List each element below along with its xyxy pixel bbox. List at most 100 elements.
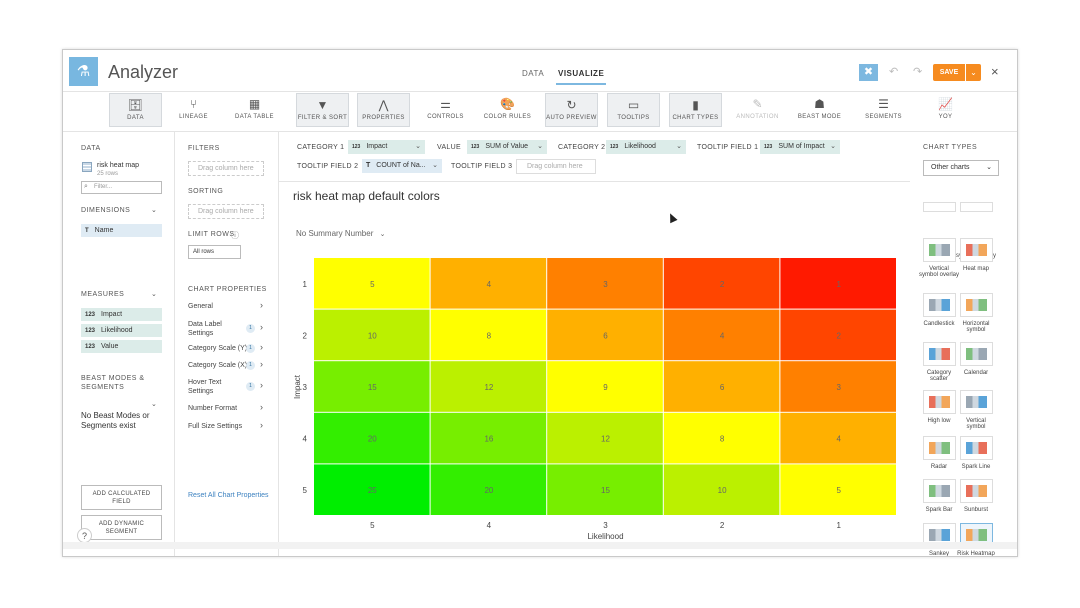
toolbar-data-table[interactable]: ▦ DATA TABLE: [228, 93, 281, 127]
filters-drop-zone[interactable]: Drag column here: [188, 161, 264, 176]
app-title: Analyzer: [108, 62, 179, 82]
dataset-name[interactable]: risk heat map: [97, 162, 140, 169]
tab-data[interactable]: DATA: [522, 69, 545, 78]
close-icon[interactable]: ×: [991, 64, 999, 79]
chevron-right-icon[interactable]: ›: [260, 300, 263, 310]
toolbar-tooltips[interactable]: ▭ TOOLTIPS: [607, 93, 660, 127]
chart-property-label-line2: Settings: [188, 330, 214, 337]
save-options-chevron-down-icon[interactable]: ⌄: [966, 64, 981, 81]
chevron-right-icon[interactable]: ›: [260, 420, 263, 430]
limit-rows-select[interactable]: All rows: [188, 245, 241, 259]
heatmap-cell: [780, 361, 896, 412]
toolbar-color-rules[interactable]: 🎨 COLOR RULES: [481, 93, 534, 127]
undo-icon[interactable]: ↶: [889, 66, 899, 78]
high-low-icon[interactable]: [923, 390, 956, 414]
horizontal-scrollbar[interactable]: [63, 542, 1017, 549]
spark-bar-icon[interactable]: [923, 479, 956, 503]
add-dynamic-segment-button[interactable]: ADD DYNAMIC SEGMENT: [81, 515, 162, 540]
chevron-down-icon[interactable]: ⌄: [151, 401, 157, 408]
toolbar-segments[interactable]: ☰ SEGMENTS: [857, 93, 910, 127]
chevron-down-icon[interactable]: ⌄: [676, 143, 682, 150]
number-type-icon: 123: [764, 144, 773, 150]
toolbar-controls[interactable]: ⚌ CONTROLS: [419, 93, 472, 127]
info-icon[interactable]: ⓘ: [231, 231, 239, 240]
chart-property-row[interactable]: Hover Text Settings: [188, 378, 221, 396]
add-calculated-field-button[interactable]: ADD CALCULATED FIELD: [81, 485, 162, 510]
tooltip-field1-label: TOOLTIP FIELD 1: [697, 144, 759, 151]
category2-field[interactable]: 123 Likelihood ⌄: [606, 140, 686, 154]
chart-property-row[interactable]: General: [188, 302, 213, 311]
toolbar-yoy[interactable]: 📈 YOY: [919, 93, 972, 127]
dimension-label: Name: [94, 227, 114, 234]
category-scatter-icon[interactable]: [923, 342, 956, 366]
chart-property-label-line2: Settings: [188, 388, 214, 395]
heatmap-cell-label: 6: [720, 383, 725, 392]
chart-property-row[interactable]: Number Format: [188, 404, 237, 413]
field-filter-input[interactable]: ⌕ Filter...: [81, 181, 162, 194]
value-field[interactable]: 123 SUM of Value ⌄: [467, 140, 547, 154]
chart-family-select[interactable]: Other charts ⌄: [923, 160, 999, 176]
radar-icon[interactable]: [923, 436, 956, 460]
chart-property-row[interactable]: Category Scale (Y): [188, 344, 247, 353]
chart-property-row[interactable]: Category Scale (X): [188, 361, 247, 370]
dataset-rows: 25 rows: [97, 171, 119, 177]
toolbar-chart-types[interactable]: ▮ CHART TYPES: [669, 93, 722, 127]
chart-property-row[interactable]: Data Label Settings: [188, 320, 222, 338]
toolbar-beast-mode[interactable]: ☗ BEAST MODE: [793, 93, 846, 127]
chevron-down-icon[interactable]: ⌄: [432, 162, 438, 169]
summary-number-dropdown[interactable]: No Summary Number ⌄: [296, 229, 385, 238]
word-cloud-icon[interactable]: [923, 202, 956, 212]
help-icon[interactable]: ?: [77, 528, 92, 543]
heatmap-cell: [780, 309, 896, 361]
toolbar-data[interactable]: 🗄 DATA: [109, 93, 162, 127]
chevron-down-icon[interactable]: ⌄: [151, 291, 157, 298]
toolbar-properties[interactable]: ⋀ PROPERTIES: [357, 93, 410, 127]
chevron-down-icon[interactable]: ⌄: [151, 207, 157, 214]
heatmap-cell-label: 4: [720, 331, 725, 340]
field-filter-placeholder: Filter...: [94, 184, 113, 190]
candlestick-icon[interactable]: [923, 293, 956, 317]
filters-heading: FILTERS: [188, 145, 220, 152]
chart-property-row[interactable]: Full Size Settings: [188, 422, 242, 431]
redo-icon[interactable]: ↷: [913, 66, 923, 78]
measure-chip-value[interactable]: 123 Value: [81, 340, 162, 353]
measure-chip-likelihood[interactable]: 123 Likelihood: [81, 324, 162, 337]
horizontal-symbol-icon[interactable]: [960, 293, 993, 317]
toolbar-lineage[interactable]: ⑂ LINEAGE: [167, 93, 220, 127]
chevron-down-icon[interactable]: ⌄: [537, 143, 543, 150]
chevron-right-icon[interactable]: ›: [260, 322, 263, 332]
heatmap-cell: [430, 412, 547, 464]
measure-chip-impact[interactable]: 123 Impact: [81, 308, 162, 321]
sorting-drop-zone[interactable]: Drag column here: [188, 204, 264, 219]
chevron-down-icon[interactable]: ⌄: [415, 143, 421, 150]
heat-map-icon[interactable]: [960, 238, 993, 262]
filters-panel: FILTERS Drag column here SORTING Drag co…: [175, 132, 279, 556]
chevron-right-icon[interactable]: ›: [260, 342, 263, 352]
chevron-right-icon[interactable]: ›: [260, 380, 263, 390]
spark-line-icon[interactable]: [960, 436, 993, 460]
chevron-right-icon[interactable]: ›: [260, 359, 263, 369]
toolbar-auto-preview[interactable]: ↻ AUTO PREVIEW: [545, 93, 598, 127]
y-tick-label: 4: [303, 435, 308, 444]
dimension-chip-name[interactable]: T Name: [81, 224, 162, 237]
calendar-icon[interactable]: [960, 342, 993, 366]
toolbar-filter-sort[interactable]: ▼ FILTER & SORT: [296, 93, 349, 127]
chevron-down-icon[interactable]: ⌄: [830, 143, 836, 150]
tools-icon[interactable]: ✖: [859, 64, 878, 81]
tooltip-field2-label: TOOLTIP FIELD 2: [297, 163, 359, 170]
save-button[interactable]: SAVE: [933, 64, 965, 81]
reset-chart-properties-link[interactable]: Reset All Chart Properties: [188, 492, 269, 499]
sunburst-icon[interactable]: [960, 479, 993, 503]
horizontal-symbol-overlay-icon[interactable]: [960, 202, 993, 212]
tooltip-field1[interactable]: 123 SUM of Impact ⌄: [760, 140, 840, 154]
toolbar-annotation[interactable]: ✎ ANNOTATION: [731, 93, 784, 127]
tooltip-field2[interactable]: T COUNT of Na... ⌄: [362, 159, 442, 173]
vertical-symbol-overlay-icon[interactable]: [923, 238, 956, 262]
tooltip-icon: ▭: [627, 98, 640, 112]
chevron-right-icon[interactable]: ›: [260, 402, 263, 412]
tooltip-field3-drop-zone[interactable]: Drag column here: [516, 159, 596, 174]
chart-property-label: Number Format: [188, 405, 238, 412]
tab-visualize[interactable]: VISUALIZE: [555, 69, 607, 85]
vertical-symbol-icon[interactable]: [960, 390, 993, 414]
category1-field[interactable]: 123 Impact ⌄: [348, 140, 425, 154]
